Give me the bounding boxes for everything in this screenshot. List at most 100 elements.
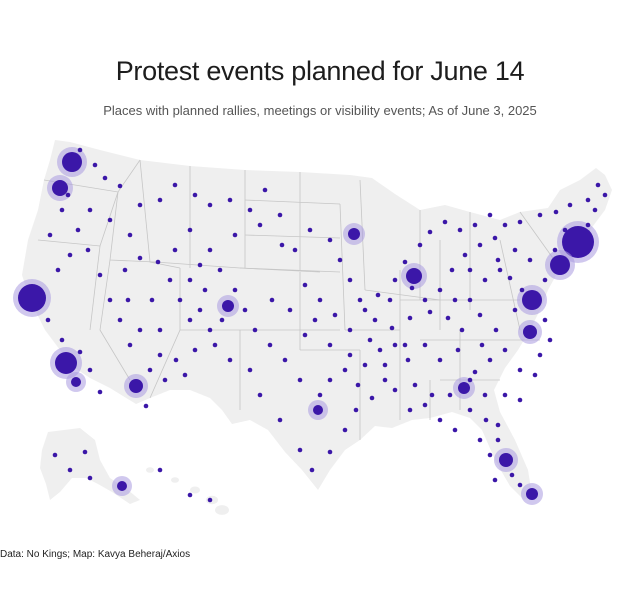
event-dot [357,297,363,303]
event-dot [197,262,203,268]
event-dot [102,175,108,181]
event-dot [422,342,428,348]
event-dot-large [522,290,542,310]
event-dot [232,287,238,293]
event-dot [277,212,283,218]
event-dot [65,192,71,198]
event-dot [157,327,163,333]
event-dot [517,219,523,225]
event-dot [137,327,143,333]
event-dot [327,377,333,383]
state-border-line [99,259,131,381]
hawaii-island [190,486,200,494]
event-dot-large [523,325,537,339]
event-dot [502,222,508,228]
state-border-line [244,199,341,205]
event-dot [172,247,178,253]
event-dot-large [129,379,143,393]
event-dot [487,452,493,458]
event-dot [167,277,173,283]
event-dot [482,392,488,398]
event-dot [67,252,73,258]
event-dot [519,287,525,293]
event-dot [212,342,218,348]
event-dot [77,147,83,153]
event-dot [367,337,373,343]
event-dot [262,187,268,193]
event-dot [87,207,93,213]
event-dot [59,337,65,343]
event-dot [495,422,501,428]
event-dot [202,287,208,293]
event-dot [117,183,123,189]
state-border-line [364,289,441,301]
event-dot [187,227,193,233]
event-dot [467,297,473,303]
event-dot-large [18,284,46,312]
event-dot-large [62,152,82,172]
event-dot [232,232,238,238]
event-dot [542,277,548,283]
event-dot [187,277,193,283]
event-dot-large [313,405,323,415]
event-dot [342,427,348,433]
event-dot [532,372,538,378]
event-dot [67,467,73,473]
event-dot [437,287,443,293]
event-dot [172,182,178,188]
state-border-line [139,159,181,269]
event-dot [495,437,501,443]
event-dot [302,282,308,288]
event-dot-large [71,377,81,387]
event-dot [437,357,443,363]
event-dot [427,229,433,235]
event-dot [449,267,455,273]
event-dot [107,297,113,303]
event-dot [347,352,353,358]
event-dot [292,247,298,253]
event-dot [417,242,423,248]
event-dot [207,202,213,208]
event-dot [479,342,485,348]
event-dot [482,277,488,283]
state-border-line [89,245,101,331]
event-dot [269,297,275,303]
event-dot [227,357,233,363]
event-dot [82,449,88,455]
event-dot [552,247,558,253]
event-dot [409,285,415,291]
event-dot [187,317,193,323]
event-dot [422,402,428,408]
map-title: Protest events planned for June 14 [115,56,525,86]
event-dot [309,467,315,473]
event-dot [297,447,303,453]
event-dot [472,222,478,228]
event-dot-large [117,481,127,491]
event-dot [567,202,573,208]
event-dot [497,267,503,273]
event-dot [187,492,193,498]
event-dot [332,312,338,318]
event-dot [427,309,433,315]
event-dot [537,352,543,358]
event-dot [277,417,283,423]
event-dot [493,327,499,333]
event-dot [137,255,143,261]
event-dot [509,472,515,478]
event-dot [55,267,61,273]
event-dot [452,427,458,433]
event-dot [392,342,398,348]
event-dot [347,277,353,283]
event-dot [125,297,131,303]
event-dot [327,237,333,243]
event-dot [257,222,263,228]
event-dot-large [526,488,538,500]
event-dot [347,327,353,333]
event-dot [382,362,388,368]
event-dot [392,387,398,393]
event-dot [602,192,608,198]
event-dot [467,377,473,383]
event-dot [452,297,458,303]
event-dot-large [562,226,594,258]
